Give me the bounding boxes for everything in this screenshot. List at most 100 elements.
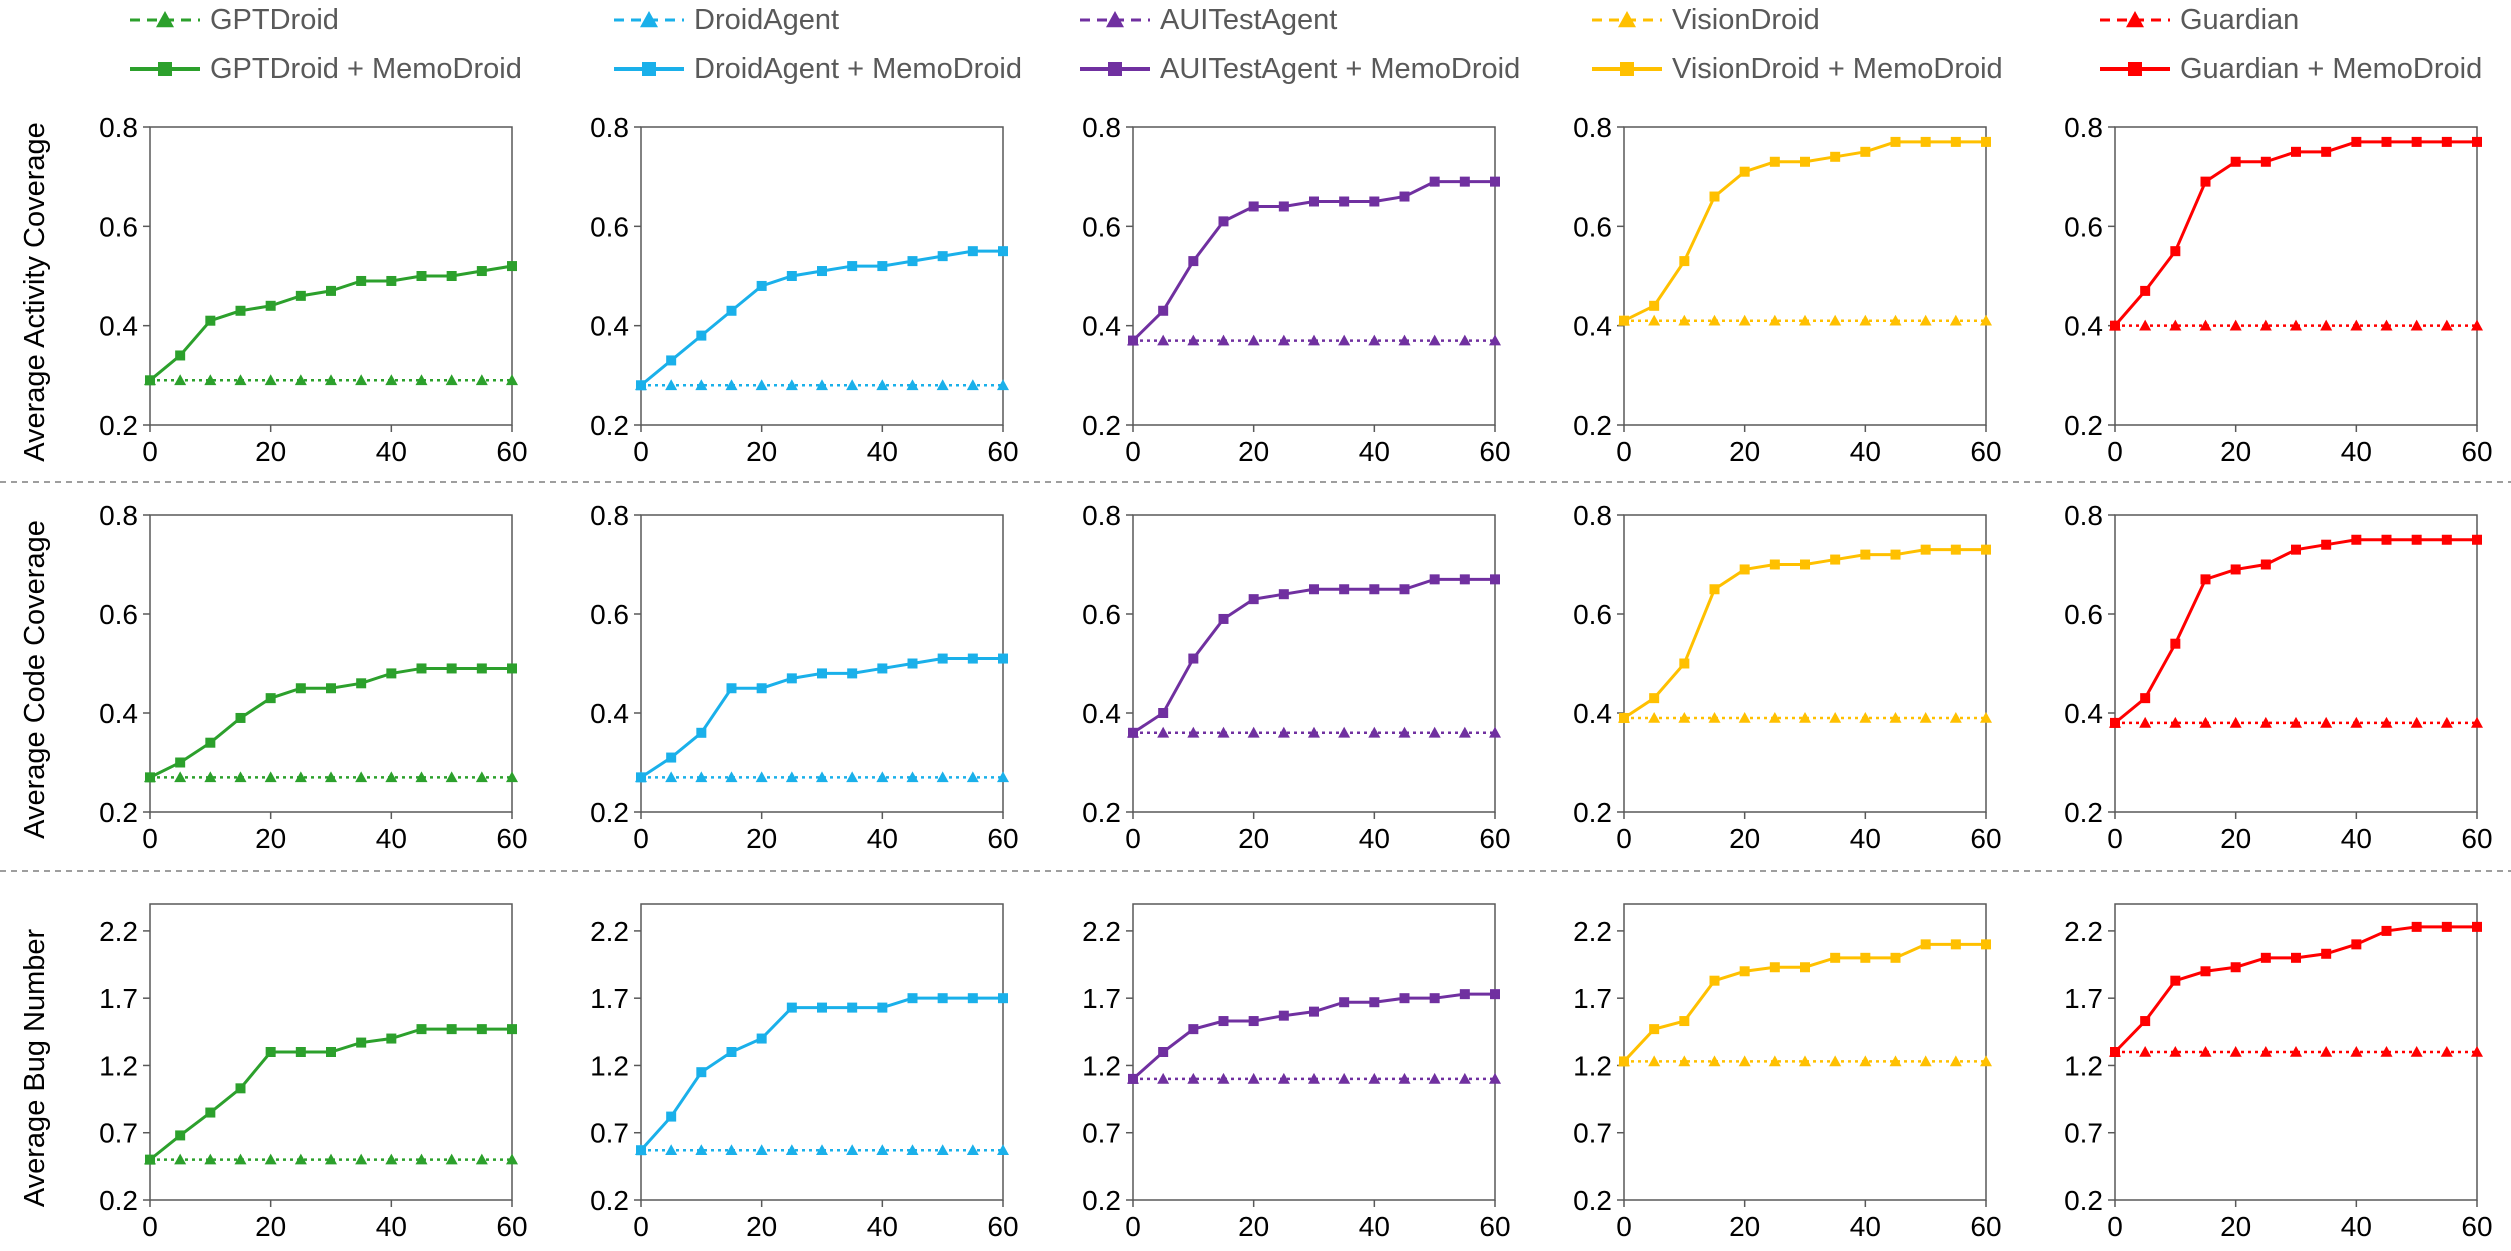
data-point-square <box>907 256 918 267</box>
series-line <box>1132 577 1495 735</box>
data-point-triangle <box>1398 1072 1411 1084</box>
data-point-square <box>726 1047 737 1057</box>
data-point-square <box>1309 1006 1319 1017</box>
chart-panel-r3c3: 0.2 0.7 1.2 1.7 2.2 0 20 40 60 <box>1082 903 1511 1242</box>
data-point-triangle <box>936 771 949 783</box>
series-guardian-memodroid <box>2110 136 2482 331</box>
series-droidagent <box>635 379 1009 391</box>
x-tick-label: 40 <box>376 1211 407 1242</box>
x-tick-label: 0 <box>2107 436 2123 467</box>
data-point-square <box>937 251 948 262</box>
data-point-square <box>1218 613 1229 624</box>
x-tick-label: 20 <box>1238 436 1269 467</box>
data-point-square <box>235 1083 246 1094</box>
data-point-triangle <box>906 379 919 391</box>
data-point-square <box>937 993 948 1004</box>
data-point-triangle <box>1949 1055 1962 1067</box>
y-tick-label: 0.8 <box>99 112 138 143</box>
chart-panel-r3c5: 0.2 0.7 1.2 1.7 2.2 0 20 40 60 <box>2064 903 2493 1242</box>
data-point-square <box>1800 962 1810 973</box>
data-point-square <box>817 668 827 679</box>
data-point-square <box>937 653 948 664</box>
x-tick-label: 0 <box>633 823 649 854</box>
x-tick-label: 0 <box>1125 823 1141 854</box>
data-point-triangle <box>936 379 949 391</box>
data-point-square <box>2260 559 2271 570</box>
data-point-square <box>326 1047 336 1057</box>
data-point-triangle <box>1708 314 1721 326</box>
data-point-square <box>507 261 517 272</box>
data-point-square <box>786 271 797 281</box>
legend-marker <box>1108 62 1122 76</box>
data-point-triangle <box>2471 716 2483 728</box>
chart-panel-r2c5: 0.2 0.4 0.6 0.8 0 20 40 60 <box>2064 500 2493 854</box>
data-point-square <box>1649 300 1660 311</box>
data-point-triangle <box>2320 716 2333 728</box>
data-point-triangle <box>264 1153 277 1165</box>
data-point-square <box>1679 658 1690 669</box>
legend-item-droidagent-memodroid: DroidAgent + MemoDroid <box>612 49 1022 89</box>
x-tick-label: 0 <box>2107 1211 2123 1242</box>
plot-frame <box>1623 903 1987 1201</box>
series-gptdroid <box>144 1153 518 1165</box>
legend-marker <box>2126 11 2144 28</box>
data-point-triangle <box>1829 314 1842 326</box>
x-tick-label: 20 <box>1238 823 1269 854</box>
data-point-triangle <box>294 771 307 783</box>
data-point-triangle <box>2199 319 2212 331</box>
data-point-triangle <box>997 771 1009 783</box>
data-point-triangle <box>234 771 247 783</box>
legend-marker <box>1106 11 1124 28</box>
data-point-triangle <box>2440 319 2453 331</box>
data-point-triangle <box>1768 1055 1781 1067</box>
data-point-triangle <box>2471 1046 2483 1057</box>
legend-label: AUITestAgent <box>1160 3 1338 36</box>
plot-frame <box>1132 514 1496 813</box>
data-point-triangle <box>1738 1055 1751 1067</box>
data-point-triangle <box>2259 319 2272 331</box>
data-point-triangle <box>174 374 187 386</box>
data-point-square <box>1369 196 1380 207</box>
data-point-triangle <box>1428 334 1441 346</box>
x-tick-label: 60 <box>2461 1211 2492 1242</box>
x-tick-label: 20 <box>746 823 777 854</box>
data-point-square <box>2472 136 2482 147</box>
data-point-triangle <box>1678 314 1691 326</box>
data-point-triangle <box>725 379 738 391</box>
data-point-square <box>145 1154 155 1165</box>
y-tick-label: 0.2 <box>2064 797 2103 828</box>
data-point-triangle <box>1919 711 1932 723</box>
data-point-triangle <box>1768 314 1781 326</box>
data-point-triangle <box>234 1153 247 1165</box>
chart-panel-r2c1: 0.2 0.4 0.6 0.8 0 20 40 60 Average Code Coverage <box>19 500 528 854</box>
y-tick-label: 0.6 <box>1573 599 1612 630</box>
legend-swatch <box>130 62 200 76</box>
data-point-triangle <box>1919 314 1932 326</box>
legend-marker <box>156 11 174 28</box>
chart-panel-r3c4: 0.2 0.7 1.2 1.7 2.2 0 20 40 60 <box>1573 903 2002 1242</box>
x-tick-label: 60 <box>2461 436 2492 467</box>
x-tick-label: 60 <box>1479 436 1510 467</box>
series-line <box>1622 942 1986 1063</box>
data-point-square <box>145 772 155 783</box>
data-point-triangle <box>1428 726 1441 738</box>
data-point-square <box>1981 544 1991 555</box>
y-tick-label: 0.8 <box>1573 112 1612 143</box>
data-point-triangle <box>1277 1072 1290 1084</box>
legend-item-guardian: Guardian <box>2098 0 2299 40</box>
y-tick-label: 0.4 <box>1082 311 1121 342</box>
data-point-square <box>1309 584 1319 595</box>
legend-item-guardian-memodroid: Guardian + MemoDroid <box>2098 49 2482 89</box>
legend-swatch <box>130 11 200 28</box>
data-point-square <box>2200 966 2211 977</box>
x-tick-label: 20 <box>2220 823 2251 854</box>
data-point-square <box>386 668 397 679</box>
plot-frame <box>1623 514 1987 813</box>
data-point-square <box>2381 534 2392 545</box>
series-line <box>2113 925 2477 1054</box>
data-point-triangle <box>174 771 187 783</box>
data-point-square <box>2170 246 2181 257</box>
data-point-triangle <box>1428 1072 1441 1084</box>
x-tick-label: 0 <box>2107 823 2123 854</box>
data-point-triangle <box>2410 716 2423 728</box>
